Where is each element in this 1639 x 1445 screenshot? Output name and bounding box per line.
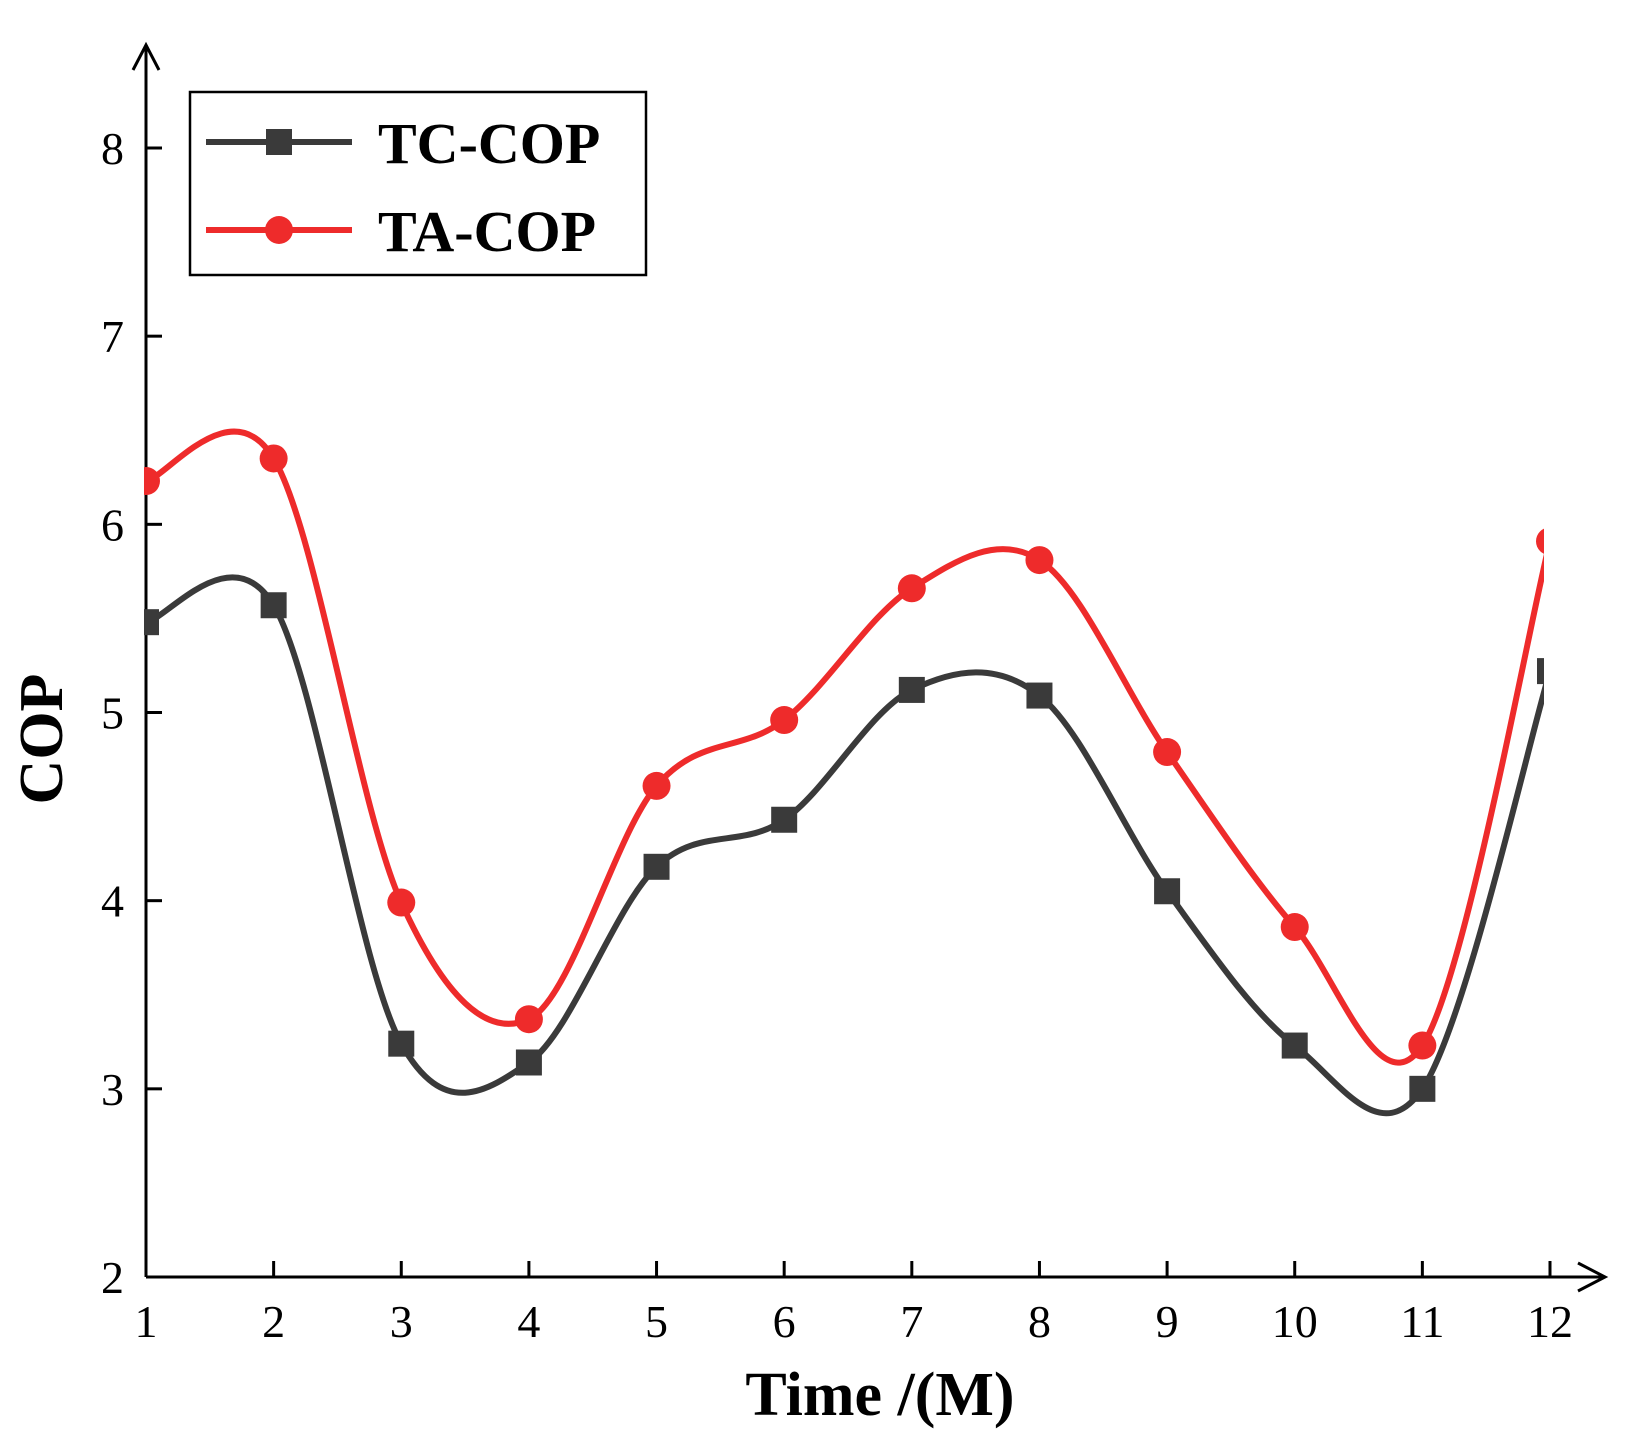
x-tick-label: 4 <box>517 1296 540 1347</box>
x-tick-label: 10 <box>1272 1296 1318 1347</box>
x-tick-label: 9 <box>1156 1296 1179 1347</box>
x-axis-arrow-icon <box>1577 1261 1609 1293</box>
data-point-ta-cop <box>144 467 160 496</box>
data-point-ta-cop <box>897 574 926 603</box>
x-axis-title: Time /(M) <box>745 1361 1014 1429</box>
legend-label-ta-cop: TA-COP <box>378 199 596 264</box>
x-tick-label: 3 <box>390 1296 413 1347</box>
x-tick-label: 8 <box>1028 1296 1051 1347</box>
legend-box <box>188 90 648 277</box>
x-tick-label: 12 <box>1527 1296 1573 1347</box>
series-layer <box>144 428 1544 1117</box>
legend-circle-marker-icon <box>265 216 293 244</box>
data-point-tc-cop <box>1281 1032 1308 1059</box>
y-tick-label: 5 <box>101 688 124 739</box>
data-point-tc-cop <box>1154 878 1181 905</box>
series-line-ta-cop <box>144 428 1544 1066</box>
data-point-tc-cop <box>1026 682 1053 709</box>
x-tick-label: 6 <box>773 1296 796 1347</box>
y-ticks: 2 3 4 5 6 7 8 <box>101 123 162 1303</box>
axes <box>131 41 1609 1293</box>
data-point-ta-cop <box>514 1005 543 1034</box>
data-point-tc-cop <box>898 676 925 703</box>
data-point-ta-cop <box>1153 738 1182 767</box>
x-tick-label: 7 <box>900 1296 923 1347</box>
data-point-ta-cop <box>642 771 671 800</box>
y-tick-label: 4 <box>101 876 124 927</box>
data-point-tc-cop <box>1537 658 1544 685</box>
data-point-ta-cop <box>1536 528 1544 554</box>
data-point-ta-cop <box>770 706 799 735</box>
data-point-tc-cop <box>144 609 159 636</box>
data-point-tc-cop <box>388 1030 415 1057</box>
data-point-ta-cop <box>387 888 416 917</box>
legend: TC-COP TA-COP <box>188 90 648 277</box>
data-point-tc-cop <box>643 853 670 880</box>
data-point-tc-cop <box>771 806 798 833</box>
data-point-tc-cop <box>260 592 287 619</box>
y-tick-label: 6 <box>101 499 124 550</box>
series-line-tc-cop <box>144 574 1544 1117</box>
y-tick-label: 3 <box>101 1064 124 1115</box>
data-point-tc-cop <box>515 1049 542 1076</box>
x-tick-label: 11 <box>1400 1296 1444 1347</box>
series-tc-cop <box>144 574 1544 1117</box>
y-tick-label: 2 <box>101 1252 124 1303</box>
data-point-ta-cop <box>259 444 288 473</box>
y-axis-arrow-icon <box>131 41 161 71</box>
data-point-ta-cop <box>1025 546 1054 575</box>
legend-entry-ta-cop: TA-COP <box>206 199 596 264</box>
x-ticks: 1 2 3 4 5 6 7 8 9 10 11 12 <box>135 1261 1573 1347</box>
data-point-ta-cop <box>1280 913 1309 942</box>
series-ta-cop <box>144 428 1544 1066</box>
x-tick-label: 1 <box>135 1296 158 1347</box>
x-tick-label: 5 <box>645 1296 668 1347</box>
data-point-ta-cop <box>1408 1031 1437 1060</box>
y-tick-label: 8 <box>101 123 124 174</box>
y-axis-title: COP <box>8 674 76 805</box>
x-tick-label: 2 <box>262 1296 285 1347</box>
y-tick-label: 7 <box>101 311 124 362</box>
legend-label-tc-cop: TC-COP <box>378 111 600 176</box>
legend-square-marker-icon <box>266 129 292 155</box>
data-point-tc-cop <box>1409 1075 1436 1102</box>
legend-entry-tc-cop: TC-COP <box>206 111 600 176</box>
